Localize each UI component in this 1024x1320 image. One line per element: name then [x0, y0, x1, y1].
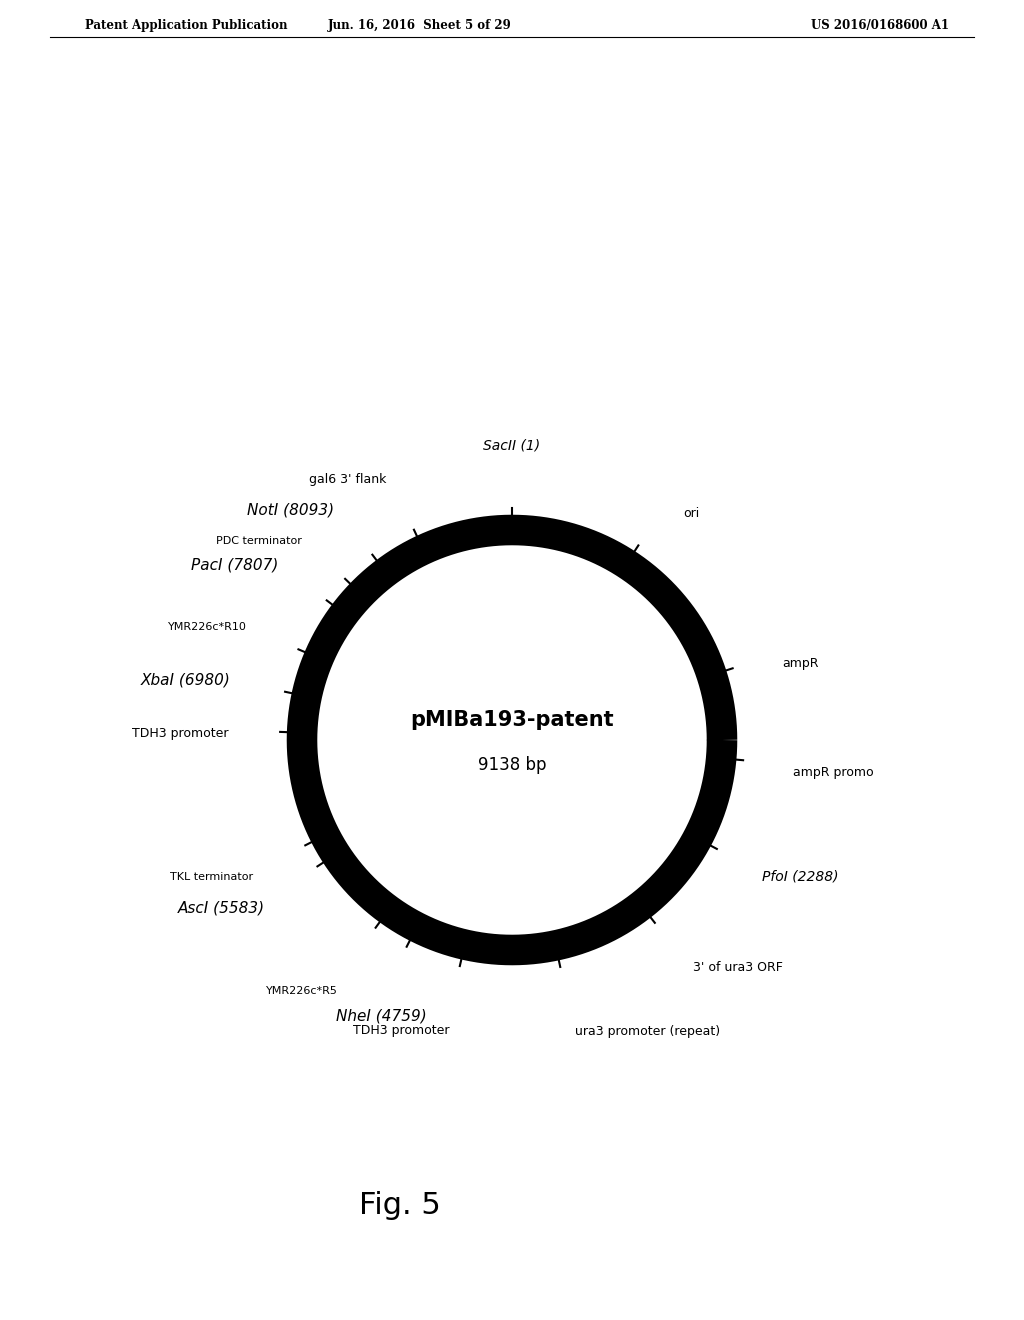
Polygon shape — [703, 799, 722, 818]
Polygon shape — [475, 940, 494, 960]
Text: PacI (7807): PacI (7807) — [191, 558, 279, 573]
Polygon shape — [292, 722, 311, 739]
Text: 9138 bp: 9138 bp — [478, 756, 546, 774]
Text: gal6 3' flank: gal6 3' flank — [308, 474, 386, 486]
Polygon shape — [313, 635, 331, 655]
Polygon shape — [377, 900, 396, 920]
Text: pMIBa193-patent: pMIBa193-patent — [411, 710, 613, 730]
Text: SacII (1): SacII (1) — [483, 440, 541, 453]
Text: Jun. 16, 2016  Sheet 5 of 29: Jun. 16, 2016 Sheet 5 of 29 — [328, 18, 512, 32]
Text: PfoI (2288): PfoI (2288) — [762, 870, 839, 884]
Text: Patent Application Publication: Patent Application Publication — [85, 18, 288, 32]
Text: YMR226c*R5: YMR226c*R5 — [266, 986, 338, 995]
Text: TDH3 promoter: TDH3 promoter — [353, 1024, 450, 1038]
Text: ura3 promoter (repeat): ura3 promoter (repeat) — [575, 1024, 720, 1038]
Text: AscI (5583): AscI (5583) — [178, 900, 265, 916]
Polygon shape — [712, 723, 732, 741]
Text: ampR promo: ampR promo — [794, 766, 873, 779]
Polygon shape — [357, 579, 377, 598]
Text: 3' of ura3 ORF: 3' of ura3 ORF — [693, 961, 782, 974]
Text: ampR: ampR — [782, 657, 819, 669]
Polygon shape — [584, 923, 603, 941]
Text: TKL terminator: TKL terminator — [170, 873, 253, 882]
Text: US 2016/0168600 A1: US 2016/0168600 A1 — [811, 18, 949, 32]
Polygon shape — [548, 523, 566, 543]
Polygon shape — [428, 536, 447, 554]
Text: XbaI (6980): XbaI (6980) — [140, 672, 230, 688]
Polygon shape — [311, 812, 330, 832]
Text: TDH3 promoter: TDH3 promoter — [132, 727, 228, 741]
Text: ori: ori — [683, 507, 699, 520]
Text: NotI (8093): NotI (8093) — [247, 502, 335, 517]
Text: PDC terminator: PDC terminator — [216, 536, 302, 546]
Polygon shape — [660, 870, 680, 888]
Text: YMR226c*R10: YMR226c*R10 — [168, 622, 247, 632]
Text: Fig. 5: Fig. 5 — [359, 1191, 441, 1220]
Text: NheI (4759): NheI (4759) — [336, 1008, 427, 1024]
Polygon shape — [659, 591, 678, 611]
